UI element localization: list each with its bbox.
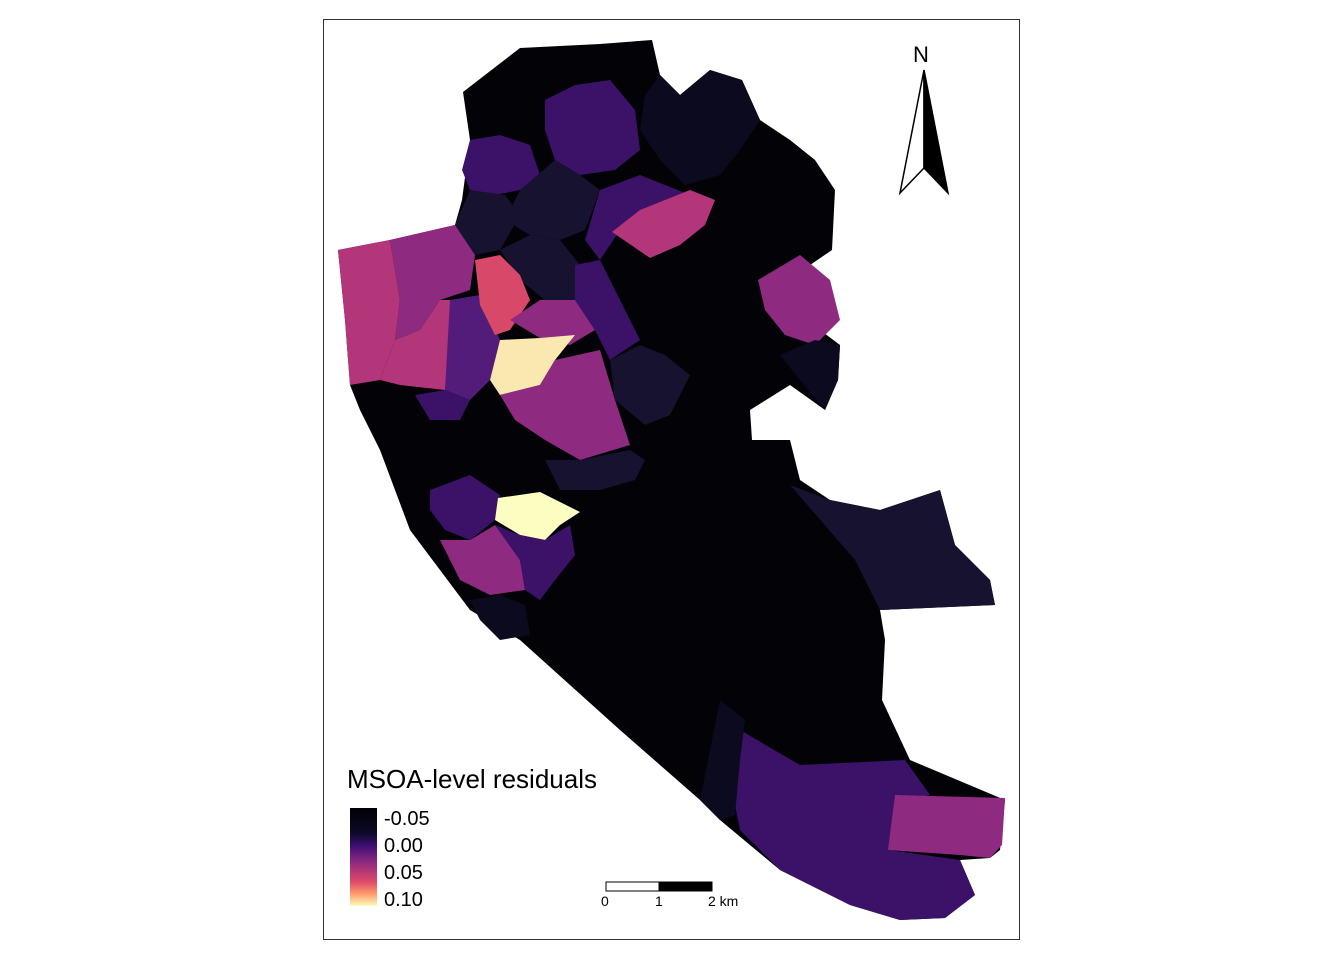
legend-break-2: 0.00: [384, 835, 423, 857]
msoa-region-s-magenta[interactable]: [440, 525, 525, 595]
msoa-region-central-pink[interactable]: [500, 350, 630, 460]
legend-break-4: 0.10: [384, 889, 423, 911]
north-arrow-label: N: [913, 42, 929, 67]
msoa-region-east-magenta[interactable]: [758, 255, 840, 345]
msoa-region-west-purple[interactable]: [445, 295, 500, 400]
msoa-region-west-pink[interactable]: [338, 240, 400, 385]
msoa-region-coral[interactable]: [475, 255, 530, 335]
msoa-region-s-navy[interactable]: [545, 450, 645, 490]
msoa-region-n2[interactable]: [545, 80, 640, 175]
msoa-region-west-purple2[interactable]: [415, 390, 470, 420]
msoa-region-n1[interactable]: [640, 70, 760, 185]
legend-color-ramp: [350, 808, 377, 906]
msoa-region-se-purple[interactable]: [730, 730, 975, 920]
msoa-region-central-navy[interactable]: [610, 345, 690, 425]
scale-tick-2: 2 km: [708, 893, 739, 909]
scale-bar: [605, 881, 713, 892]
north-arrow: [898, 69, 950, 196]
msoa-region-pale-yellow[interactable]: [495, 492, 580, 540]
msoa-region-central-purple[interactable]: [575, 260, 640, 360]
msoa-region-cream[interactable]: [490, 335, 575, 395]
msoa-region-central-magenta[interactable]: [510, 300, 595, 345]
msoa-region-s-purple2[interactable]: [495, 525, 575, 600]
msoa-region-n5[interactable]: [455, 190, 520, 255]
msoa-region-west-pink2[interactable]: [380, 300, 455, 390]
msoa-region-s-navy2[interactable]: [470, 595, 530, 640]
msoa-region-east-dark-navy[interactable]: [790, 485, 995, 610]
msoa-region-se-navy[interactable]: [700, 700, 745, 820]
msoa-region-pink-strip[interactable]: [612, 190, 715, 258]
msoa-region-n3[interactable]: [462, 135, 540, 195]
msoa-region-se-magenta[interactable]: [888, 795, 1005, 858]
msoa-region-s-purple[interactable]: [430, 475, 500, 540]
legend-break-1: -0.05: [384, 808, 430, 830]
legend-title: MSOA-level residuals: [347, 764, 597, 794]
msoa-region-n6[interactable]: [500, 235, 580, 300]
msoa-region-west-magenta[interactable]: [390, 225, 475, 340]
scale-tick-0: 0: [601, 893, 609, 909]
scale-tick-1: 1: [655, 893, 663, 909]
msoa-region-east-navy[interactable]: [780, 340, 840, 410]
msoa-region-n4[interactable]: [505, 160, 600, 240]
map-frame: [323, 19, 1020, 940]
legend-break-3: 0.05: [384, 862, 423, 884]
